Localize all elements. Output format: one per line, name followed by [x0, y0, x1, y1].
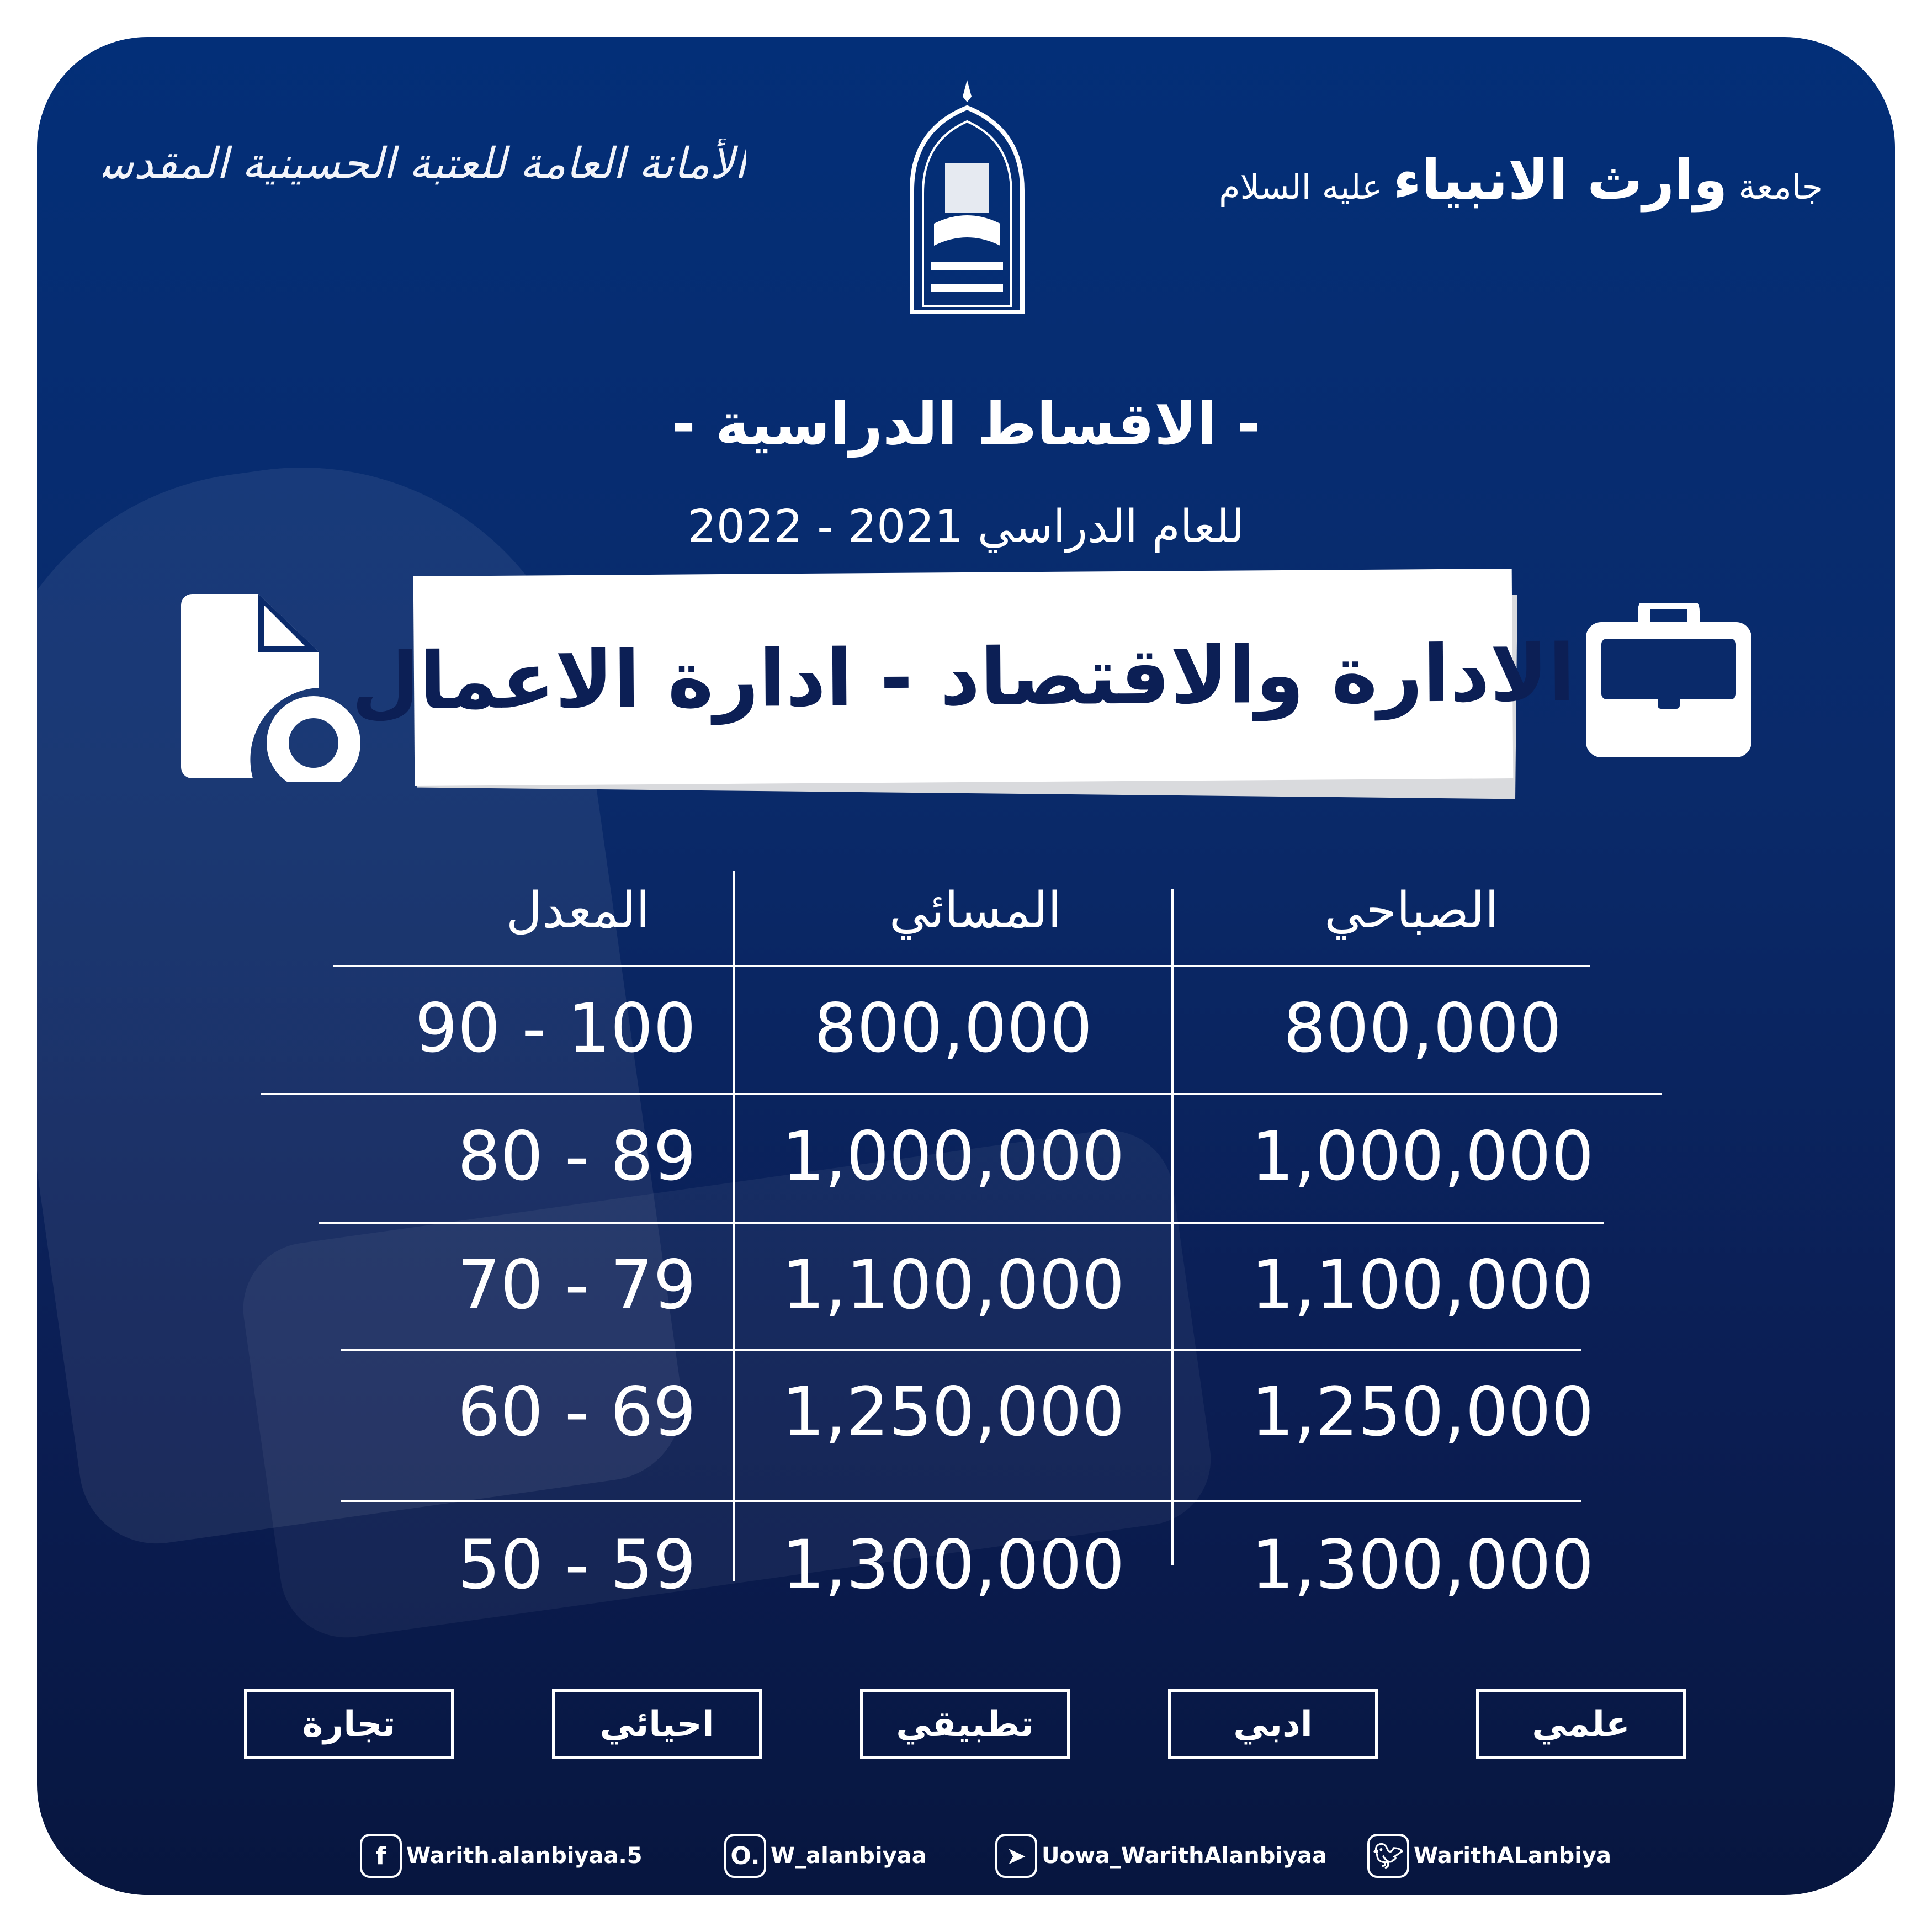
- facebook-handle: Warith.alanbiyaa.5: [406, 1843, 643, 1869]
- morning-fee: 1,300,000: [1251, 1526, 1594, 1604]
- twitter-icon: 🐦︎: [1367, 1834, 1409, 1878]
- instagram-icon: O.: [724, 1834, 766, 1878]
- branch-scientific-button[interactable]: علمي: [1476, 1689, 1686, 1759]
- branch-literary-button[interactable]: ادبي: [1168, 1689, 1378, 1759]
- university-suffix: عليه السلام: [1219, 167, 1383, 207]
- shrine-calligraphy-logo: الأمانة العامة للعتبة الحسينية المقدسة: [103, 139, 746, 189]
- document-settings-icon: [181, 594, 360, 782]
- social-telegram[interactable]: ➤ Uowa_WarithAlanbiyaa: [995, 1834, 1327, 1878]
- table-divider: [341, 1500, 1581, 1502]
- morning-fee: 1,250,000: [1251, 1373, 1594, 1451]
- telegram-icon: ➤: [995, 1834, 1037, 1878]
- branch-commerce-button[interactable]: تجارة: [244, 1689, 454, 1759]
- morning-fee: 800,000: [1283, 989, 1562, 1068]
- morning-fee: 1,100,000: [1251, 1246, 1594, 1324]
- university-name: جامعة وارث الانبياء عليه السلام: [1219, 147, 1823, 212]
- evening-fee: 1,100,000: [782, 1246, 1125, 1324]
- morning-fee: 1,000,000: [1251, 1117, 1594, 1196]
- poster-card: جامعة وارث الانبياء عليه السلام الأمانة …: [37, 37, 1895, 1895]
- instagram-handle: W_alanbiyaa: [771, 1843, 927, 1869]
- branch-biology-button[interactable]: احيائي: [552, 1689, 762, 1759]
- university-prefix: جامعة: [1738, 167, 1823, 207]
- header-morning: الصباحي: [1324, 882, 1499, 940]
- department-banner: الادارة والاقتصاد - ادارة الاعمال: [351, 569, 1575, 786]
- table-divider: [341, 1349, 1581, 1351]
- column-divider: [733, 871, 735, 1581]
- twitter-handle: WarithALanbiya: [1414, 1843, 1612, 1869]
- evening-fee: 800,000: [814, 989, 1093, 1068]
- evening-fee: 1,000,000: [782, 1117, 1125, 1196]
- average-range: 80 - 89: [457, 1117, 696, 1196]
- social-instagram[interactable]: O. W_alanbiyaa: [724, 1834, 927, 1878]
- table-divider: [319, 1222, 1604, 1224]
- average-range: 60 - 69: [457, 1373, 696, 1451]
- telegram-handle: Uowa_WarithAlanbiyaa: [1042, 1843, 1328, 1869]
- header-evening: المسائي: [889, 882, 1062, 940]
- page-title: - الاقساط الدراسية -: [671, 390, 1261, 458]
- average-range: 70 - 79: [457, 1246, 696, 1324]
- branch-applied-button[interactable]: تطبيقي: [860, 1689, 1070, 1759]
- evening-fee: 1,300,000: [782, 1526, 1125, 1604]
- facebook-icon: f: [360, 1834, 402, 1878]
- column-divider: [1171, 889, 1174, 1565]
- header-average: المعدل: [506, 882, 650, 940]
- table-divider: [261, 1093, 1662, 1095]
- social-facebook[interactable]: f Warith.alanbiyaa.5: [360, 1834, 643, 1878]
- average-range: 50 - 59: [457, 1526, 696, 1604]
- department-name: الادارة والاقتصاد - ادارة الاعمال: [351, 627, 1576, 728]
- university-logo: [910, 80, 1025, 314]
- briefcase-icon: [1586, 603, 1751, 757]
- university-name-bold: وارث الانبياء: [1393, 147, 1728, 212]
- evening-fee: 1,250,000: [782, 1373, 1125, 1451]
- academic-year: للعام الدراسي 2021 - 2022: [687, 501, 1245, 553]
- table-divider: [333, 965, 1590, 967]
- average-range: 90 - 100: [415, 989, 696, 1068]
- social-twitter[interactable]: 🐦︎ WarithALanbiya: [1367, 1834, 1611, 1878]
